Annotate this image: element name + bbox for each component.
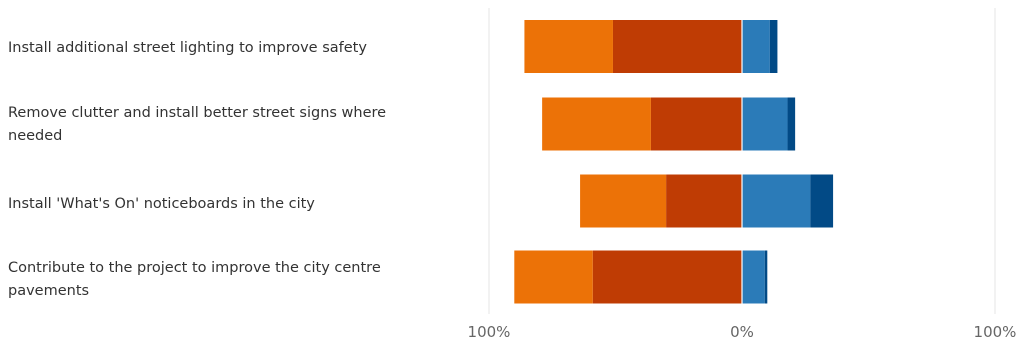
bar-segment [542,97,651,151]
category-label: Contribute to the project to improve the… [8,260,381,299]
bar-segment [769,20,778,73]
bar-segment [666,174,742,228]
bars [514,8,834,314]
bar-segment [580,174,667,228]
x-tick-label: 100% [468,323,511,340]
bar-segment [810,174,834,228]
bar-segment [742,97,788,151]
x-tick-label: 0% [730,323,754,340]
category-label: Remove clutter and install better street… [8,105,387,144]
bar-segment [592,250,742,304]
bar-segment [514,250,593,304]
bar-segment [612,20,742,73]
category-label: Install 'What's On' noticeboards in the … [8,196,315,212]
bar-segment [650,97,742,151]
x-tick-label: 100% [974,323,1017,340]
bar-segment [764,250,768,304]
bar-segment [742,174,811,228]
bar-segment [742,20,770,73]
bar-segment [524,20,613,73]
bar-segment [742,250,765,304]
x-axis-ticks: 100% 0% 100% [468,323,1017,340]
category-label: Install additional street lighting to im… [8,40,367,56]
bar-segment [787,97,796,151]
